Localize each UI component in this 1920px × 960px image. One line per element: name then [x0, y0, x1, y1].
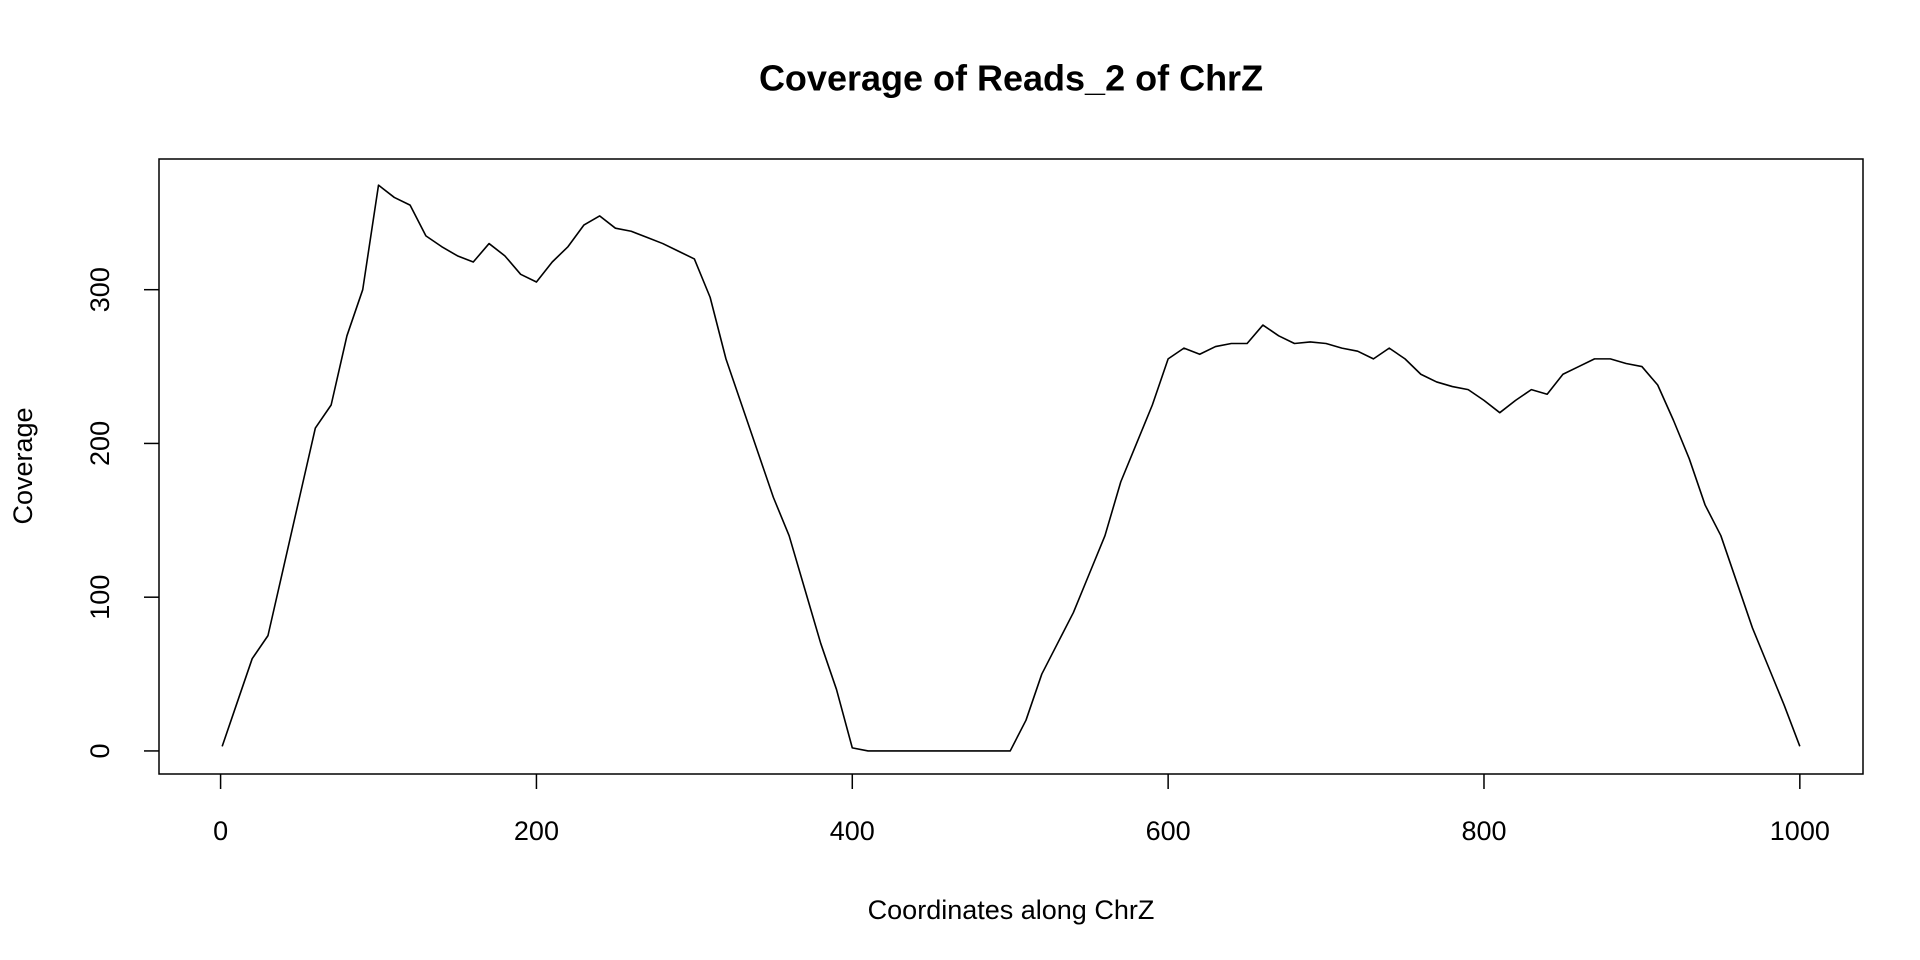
x-tick-label: 600: [1146, 816, 1191, 846]
x-tick-label: 0: [213, 816, 228, 846]
y-tick-label: 100: [85, 575, 115, 620]
x-tick-label: 1000: [1770, 816, 1830, 846]
y-tick-label: 200: [85, 421, 115, 466]
y-axis-label: Coverage: [8, 407, 38, 524]
plot-box: [158, 158, 1864, 775]
y-tick-label: 0: [85, 743, 115, 758]
coverage-line: [221, 184, 1801, 752]
x-tick-label: 200: [514, 816, 559, 846]
x-tick-label: 800: [1461, 816, 1506, 846]
y-tick-label: 300: [85, 267, 115, 312]
chart-title: Coverage of Reads_2 of ChrZ: [759, 58, 1263, 99]
x-tick-label: 400: [830, 816, 875, 846]
x-axis-label: Coordinates along ChrZ: [868, 895, 1155, 925]
